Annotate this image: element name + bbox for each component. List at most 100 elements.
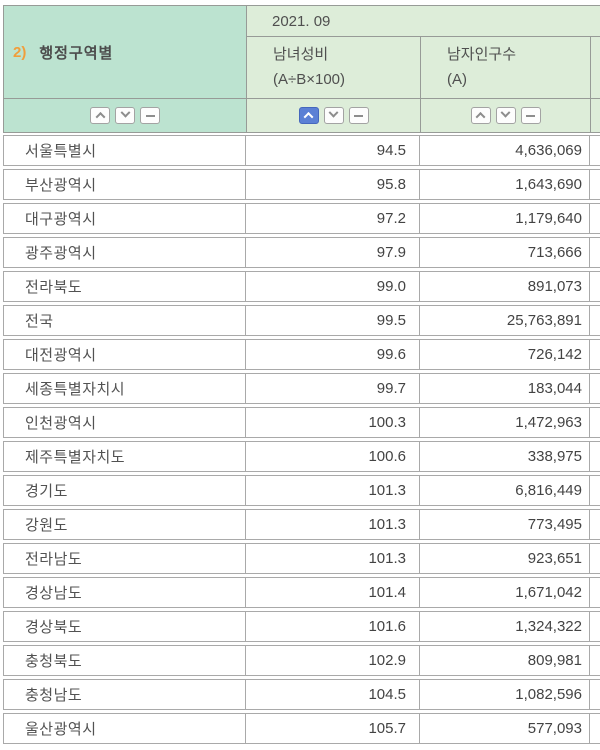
male-population-cell: 6,816,449 [420,475,590,506]
chevron-up-icon [95,112,105,123]
region-cell: 경상북도 [3,611,246,642]
period-label: 2021. 09 [272,12,331,30]
male-population-cell: 1,671,042 [420,577,590,608]
minus-icon [354,114,363,117]
region-cell: 경상남도 [3,577,246,608]
male-population-cell: 4,636,069 [420,135,590,166]
minus-icon [145,114,155,117]
region-cell: 충청남도 [3,679,246,710]
clipped-cell [590,509,600,540]
region-cell: 광주광역시 [3,237,246,268]
clipped-cell [590,441,600,472]
minus-icon [526,114,535,117]
sort-controls-male-population-cell [420,98,591,133]
male-population-cell: 183,044 [420,373,590,404]
table-row: 부산광역시 95.8 1,643,690 [3,169,600,200]
clipped-cell [590,543,600,574]
sort-clear-button[interactable] [140,107,160,125]
table-row: 전국 99.5 25,763,891 [3,305,600,336]
sex-ratio-cell: 101.3 [246,509,420,540]
column-title: 남자인구수 [447,45,517,63]
male-population-cell: 1,324,322 [420,611,590,642]
male-population-cell: 809,981 [420,645,590,676]
row-dimension-header-cell: 2) 행정구역별 [3,5,247,99]
table-row: 인천광역시 100.3 1,472,963 [3,407,600,438]
sort-group-region [90,107,160,125]
sort-descending-button[interactable] [323,107,344,125]
sex-ratio-cell: 105.7 [246,713,420,744]
table-row: 제주특별자치도 100.6 338,975 [3,441,600,472]
table-row: 서울특별시 94.5 4,636,069 [3,135,600,166]
sex-ratio-cell: 100.3 [246,407,420,438]
region-cell: 충청북도 [3,645,246,676]
sex-ratio-cell: 102.9 [246,645,420,676]
male-population-cell: 1,643,690 [420,169,590,200]
sex-ratio-cell: 94.5 [246,135,420,166]
region-cell: 전국 [3,305,246,336]
clipped-cell [590,475,600,506]
clipped-cell [590,577,600,608]
sort-ascending-button[interactable] [90,107,110,125]
sort-controls-region-cell [3,98,247,133]
sort-ascending-button[interactable] [470,107,491,125]
male-population-cell: 25,763,891 [420,305,590,336]
clipped-cell [590,305,600,336]
table-row: 대전광역시 99.6 726,142 [3,339,600,370]
sort-controls-clipped-cell [589,98,600,133]
male-population-cell: 773,495 [420,509,590,540]
region-cell: 서울특별시 [3,135,246,166]
clipped-cell [590,203,600,234]
column-header-sex-ratio: 남녀성비 (A÷B×100) [246,36,421,99]
clipped-cell [590,271,600,302]
region-cell: 제주특별자치도 [3,441,246,472]
region-cell: 강원도 [3,509,246,540]
pivot-table: 2) 행정구역별 2021. 09 남녀성비 (A÷B×100) 남자인구수 (… [3,5,600,747]
chevron-up-icon [303,112,314,123]
region-cell: 전라남도 [3,543,246,574]
clipped-cell [590,679,600,710]
table-row: 광주광역시 97.9 713,666 [3,237,600,268]
table-row: 강원도 101.3 773,495 [3,509,600,540]
sort-clear-button[interactable] [520,107,541,125]
sort-group-sex-ratio [298,107,369,125]
region-cell: 대전광역시 [3,339,246,370]
sex-ratio-cell: 99.5 [246,305,420,336]
sort-ascending-button[interactable] [298,107,319,125]
chevron-up-icon [475,112,486,123]
table-row: 경상북도 101.6 1,324,322 [3,611,600,642]
male-population-cell: 726,142 [420,339,590,370]
region-cell: 전라북도 [3,271,246,302]
sex-ratio-cell: 101.3 [246,475,420,506]
clipped-cell [590,645,600,676]
sex-ratio-cell: 101.3 [246,543,420,574]
male-population-cell: 1,179,640 [420,203,590,234]
clipped-cell [590,611,600,642]
male-population-cell: 1,082,596 [420,679,590,710]
clipped-cell [590,237,600,268]
sort-clear-button[interactable] [348,107,369,125]
sex-ratio-cell: 101.4 [246,577,420,608]
clipped-cell [590,169,600,200]
male-population-cell: 923,651 [420,543,590,574]
chevron-down-icon [120,107,130,118]
sex-ratio-cell: 101.6 [246,611,420,642]
dimension-title: 행정구역별 [39,44,114,62]
table-row: 전라북도 99.0 891,073 [3,271,600,302]
sort-descending-button[interactable] [115,107,135,125]
column-title: 남녀성비 [273,45,329,63]
clipped-cell [590,135,600,166]
sex-ratio-cell: 95.8 [246,169,420,200]
table-row: 전라남도 101.3 923,651 [3,543,600,574]
sort-descending-button[interactable] [495,107,516,125]
clipped-cell [590,373,600,404]
table-header: 2) 행정구역별 2021. 09 남녀성비 (A÷B×100) 남자인구수 (… [3,5,600,133]
sex-ratio-cell: 97.9 [246,237,420,268]
clipped-cell [590,407,600,438]
table-row: 울산광역시 105.7 577,093 [3,713,600,744]
sex-ratio-cell: 100.6 [246,441,420,472]
table-row: 충청북도 102.9 809,981 [3,645,600,676]
male-population-cell: 713,666 [420,237,590,268]
region-cell: 울산광역시 [3,713,246,744]
period-header-cell: 2021. 09 [245,5,600,37]
